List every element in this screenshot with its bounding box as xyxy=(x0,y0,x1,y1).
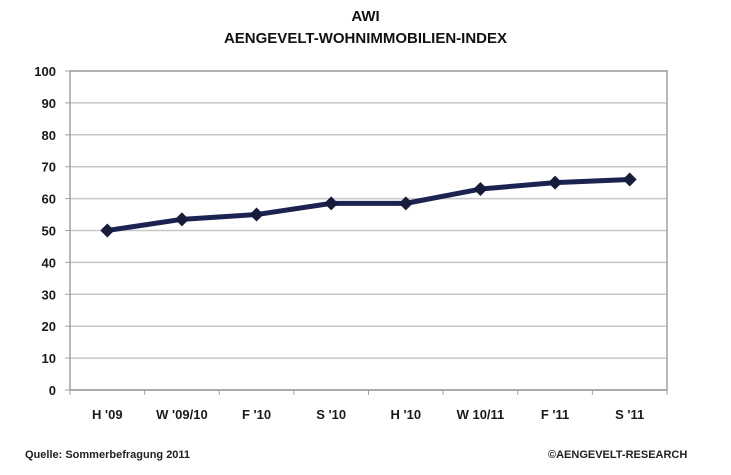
diamond-marker-icon xyxy=(174,212,189,227)
x-tick-label: H '10 xyxy=(391,407,422,422)
diamond-marker-icon xyxy=(398,196,413,211)
series-awi xyxy=(100,172,637,238)
diamond-marker-icon xyxy=(622,172,637,187)
x-tick-label: W 10/11 xyxy=(457,407,505,422)
y-tick-label: 80 xyxy=(42,128,56,143)
y-tick-label: 20 xyxy=(42,319,56,334)
y-tick-label: 30 xyxy=(42,287,56,302)
x-tick-label: F '11 xyxy=(541,407,569,422)
x-axis: H '09 W '09/10 F '10 S '10 H '10 W 10/11 F '11… xyxy=(69,390,668,422)
x-tick-label: S '11 xyxy=(615,407,644,422)
x-tick-label: S '10 xyxy=(316,407,346,422)
diamond-marker-icon xyxy=(100,223,115,238)
chart-subtitle: AENGEVELT-WOHNIMMOBILIEN-INDEX xyxy=(223,30,508,47)
y-tick-label: 10 xyxy=(42,351,56,366)
x-tick-label: W '09/10 xyxy=(156,407,208,422)
diamond-marker-icon xyxy=(249,207,264,222)
y-tick-label: 90 xyxy=(42,96,56,111)
y-tick-label: 40 xyxy=(42,255,56,270)
diamond-marker-icon xyxy=(473,182,488,197)
source-note: Quelle: Sommerbefragung 2011 xyxy=(25,449,191,461)
x-tick-label: H '09 xyxy=(92,407,123,422)
y-tick-label: 50 xyxy=(42,224,56,239)
y-tick-label: 70 xyxy=(42,160,56,175)
diamond-marker-icon xyxy=(548,175,563,190)
y-tick-label: 0 xyxy=(49,383,56,398)
y-tick-label: 100 xyxy=(34,64,56,79)
gridlines xyxy=(65,70,668,391)
y-axis: 0 10 20 30 40 50 60 70 80 90 100 xyxy=(34,64,56,398)
x-tick-label: F '10 xyxy=(242,407,271,422)
diamond-marker-icon xyxy=(324,196,339,211)
chart-title: AWI xyxy=(351,8,380,25)
y-tick-label: 60 xyxy=(42,192,56,207)
copyright-note: ©AENGEVELT-RESEARCH xyxy=(548,449,688,461)
series-line xyxy=(106,176,630,233)
